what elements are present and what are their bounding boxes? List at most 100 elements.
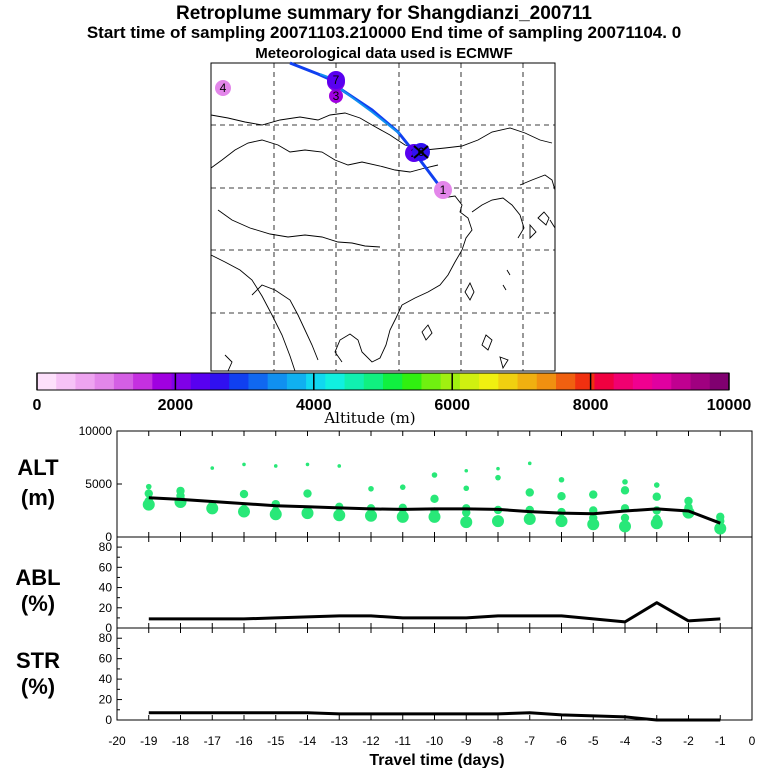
altitude-scatter-point (523, 512, 536, 525)
colorbar-swatch (306, 373, 326, 390)
x-tick-label: -10 (426, 734, 444, 748)
altitude-scatter-point (652, 492, 661, 501)
y-tick-label: 40 (99, 672, 113, 686)
colorbar-swatch (286, 373, 307, 390)
altitude-scatter-point (431, 472, 438, 478)
colorbar-swatch (459, 373, 480, 390)
altitude-scatter-point (269, 508, 282, 521)
y-tick-label: 60 (99, 652, 113, 666)
x-tick-label: 0 (749, 734, 756, 748)
altitude-scatter-point (495, 474, 501, 481)
x-tick-label: -1 (715, 734, 726, 748)
colorbar-swatch (690, 373, 711, 390)
y-tick-label: 80 (99, 631, 113, 645)
altitude-scatter-point (463, 485, 470, 492)
y-tick-label: 0 (105, 530, 112, 544)
colorbar-swatch (421, 373, 442, 390)
altitude-scatter-point (620, 486, 630, 495)
trajectory-marker (327, 71, 345, 89)
altitude-scatter-point (653, 482, 660, 488)
x-tick-label: -13 (331, 734, 349, 748)
colorbar-swatch (671, 373, 692, 390)
altitude-scatter-point (365, 509, 377, 522)
panel-ylabel: ALT (17, 455, 59, 480)
panel-ylabel: ABL (15, 565, 60, 590)
trajectory-marker-label: 4 (220, 81, 227, 95)
altitude-scatter-point (464, 468, 469, 473)
colorbar-tick-label: 0 (33, 397, 42, 414)
colorbar-swatch (498, 373, 519, 390)
panel-alt: 10000 5000 0 ALT (m) (17, 424, 753, 544)
colorbar-swatch (517, 373, 538, 390)
altitude-scatter-point (242, 462, 246, 467)
colorbar-swatch (133, 373, 153, 390)
altitude-scatter-point (589, 490, 598, 499)
y-tick-label: 60 (99, 560, 113, 574)
x-tick-label: -19 (140, 734, 158, 748)
trajectory-map: 1234567 (210, 61, 556, 372)
altitude-scatter-point (399, 484, 406, 490)
altitude-scatter-point (557, 491, 566, 501)
altitude-scatter-point (239, 489, 249, 499)
panel-ylabel-unit: (%) (21, 591, 55, 616)
y-tick-label: 20 (99, 693, 113, 707)
panel-abl: 80 60 40 20 0 ABL(%) (15, 536, 753, 635)
y-tick-label: 40 (99, 581, 113, 595)
colorbar-swatch (94, 373, 115, 390)
colorbar-swatch (479, 373, 499, 390)
colorbar-swatch (171, 373, 192, 390)
colorbar-swatch (709, 373, 730, 390)
altitude-scatter-point (396, 510, 409, 523)
colorbar-swatch (248, 373, 269, 390)
colorbar-swatch (575, 373, 595, 390)
series-line-str (148, 711, 721, 722)
altitude-scatter-point (587, 518, 600, 531)
altitude-scatter-point (496, 466, 500, 471)
y-tick-label: 5000 (85, 477, 112, 491)
colorbar-swatch (152, 373, 173, 390)
altitude-scatter-point (206, 502, 219, 515)
altitude-scatter-point (145, 483, 152, 490)
colorbar-label: Altitude (m) (323, 409, 415, 427)
colorbar-swatch (556, 373, 576, 390)
altitude-colorbar: 0 2000 4000 6000 8000 10000 Altitude (m) (33, 372, 751, 427)
colorbar-swatch (613, 373, 634, 390)
x-tick-label: -9 (461, 734, 472, 748)
panel-ylabel: STR (16, 648, 60, 673)
x-tick-label: -18 (172, 734, 190, 748)
x-tick-label: -11 (395, 734, 412, 748)
x-tick-label: -2 (683, 734, 694, 748)
chart-title: Retroplume summary for Shangdianzi_20071… (175, 3, 593, 24)
x-tick-label: -17 (204, 734, 222, 748)
trajectory-marker (215, 80, 231, 96)
altitude-scatter-point (714, 522, 727, 535)
colorbar-tick-label: 4000 (296, 397, 332, 414)
colorbar-tick-label: 6000 (434, 397, 470, 414)
colorbar-swatch (56, 373, 76, 390)
trajectory-marker-label: 3 (333, 89, 340, 103)
altitude-scatter-point (620, 513, 630, 523)
colorbar-swatch (363, 373, 384, 390)
altitude-scatter-point (619, 520, 631, 533)
x-tick-label: -5 (588, 734, 599, 748)
colorbar-swatch (75, 373, 96, 390)
trajectory-marker (434, 181, 452, 199)
sampling-time-line: Start time of sampling 20071103.210000 E… (86, 23, 682, 42)
altitude-scatter-point (210, 466, 215, 470)
x-tick-label: -12 (362, 734, 380, 748)
altitude-scatter-point (428, 510, 441, 523)
altitude-scatter-point (333, 509, 346, 522)
altitude-scatter-point (430, 494, 439, 504)
altitude-scatter-point (555, 515, 568, 528)
colorbar-swatch (632, 373, 653, 390)
colorbar-swatch (325, 373, 346, 390)
x-tick-label: -4 (620, 734, 631, 748)
colorbar-swatch (37, 373, 57, 390)
colorbar-swatch (267, 373, 288, 390)
x-tick-label: -7 (524, 734, 535, 748)
colorbar-swatch (190, 373, 211, 390)
colorbar-swatch (402, 373, 422, 390)
y-tick-label: 0 (105, 621, 112, 635)
